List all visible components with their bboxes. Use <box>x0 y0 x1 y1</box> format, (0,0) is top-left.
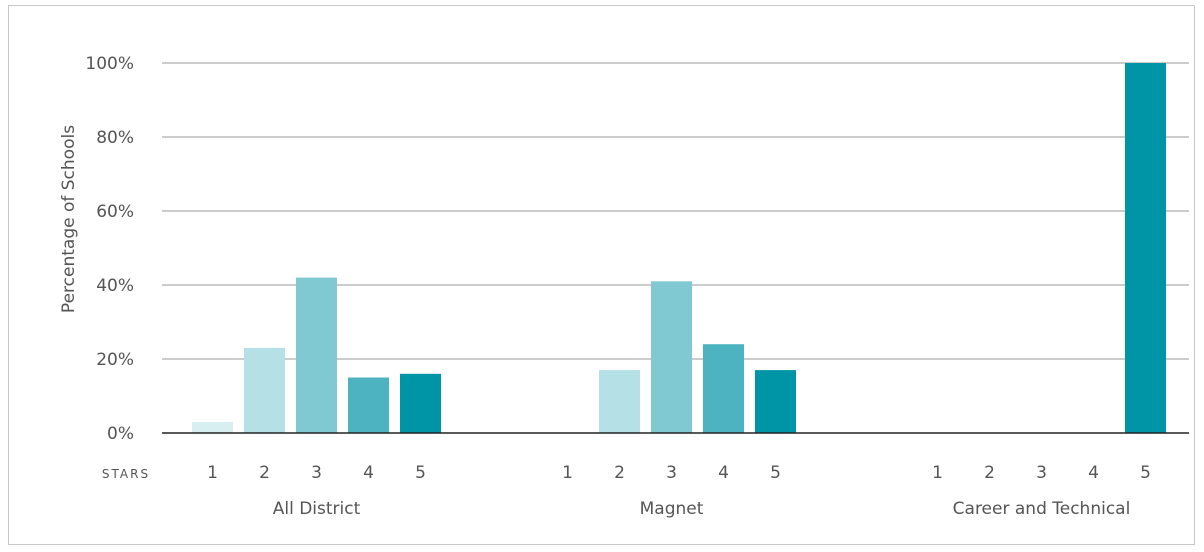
chart-frame: 0% 20% 40% 60% 80% 100% Percentage of Schools… <box>8 5 1195 545</box>
y-tick-label: 80% <box>96 128 134 148</box>
y-axis-label: Percentage of Schools <box>59 125 79 313</box>
bar <box>244 347 285 433</box>
bars <box>192 63 1166 433</box>
bar <box>348 377 389 433</box>
bar <box>703 344 744 433</box>
y-tick-label: 60% <box>96 202 134 222</box>
group-labels: All District Magnet Career and Technical <box>273 499 1131 519</box>
bar <box>296 277 337 433</box>
y-tick-label: 40% <box>96 276 134 296</box>
x-tick-label: 3 <box>666 463 677 483</box>
x-tick-label: 2 <box>614 463 625 483</box>
x-tick-label: 4 <box>718 463 729 483</box>
x-tick-label: 5 <box>415 463 426 483</box>
group-label: Career and Technical <box>953 499 1131 519</box>
x-tick-label: 2 <box>984 463 995 483</box>
x-tick-label: 5 <box>770 463 781 483</box>
y-tick-label: 100% <box>85 54 134 74</box>
y-tick-label: 20% <box>96 350 134 370</box>
x-tick-label: 1 <box>932 463 943 483</box>
bar <box>400 373 441 433</box>
x-tick-label: 2 <box>259 463 270 483</box>
x-axis-ticks: 1 2 3 4 5 1 2 3 4 5 1 2 3 4 5 <box>207 463 1151 483</box>
y-tick-label: 0% <box>107 424 134 444</box>
x-tick-label: 3 <box>311 463 322 483</box>
group-label: All District <box>273 499 361 519</box>
x-tick-label: 3 <box>1036 463 1047 483</box>
bar <box>1125 63 1166 433</box>
bar <box>755 370 796 433</box>
bar <box>599 370 640 433</box>
x-tick-label: 4 <box>1088 463 1099 483</box>
bar <box>651 281 692 433</box>
bar <box>192 421 233 433</box>
x-tick-label: 4 <box>363 463 374 483</box>
group-label: Magnet <box>640 499 704 519</box>
x-axis-stars-label: STARS <box>102 467 150 481</box>
bar-chart: 0% 20% 40% 60% 80% 100% Percentage of Schools… <box>59 54 1189 519</box>
x-tick-label: 1 <box>207 463 218 483</box>
x-tick-label: 5 <box>1140 463 1151 483</box>
x-tick-label: 1 <box>562 463 573 483</box>
y-axis-ticks: 0% 20% 40% 60% 80% 100% <box>85 54 134 444</box>
